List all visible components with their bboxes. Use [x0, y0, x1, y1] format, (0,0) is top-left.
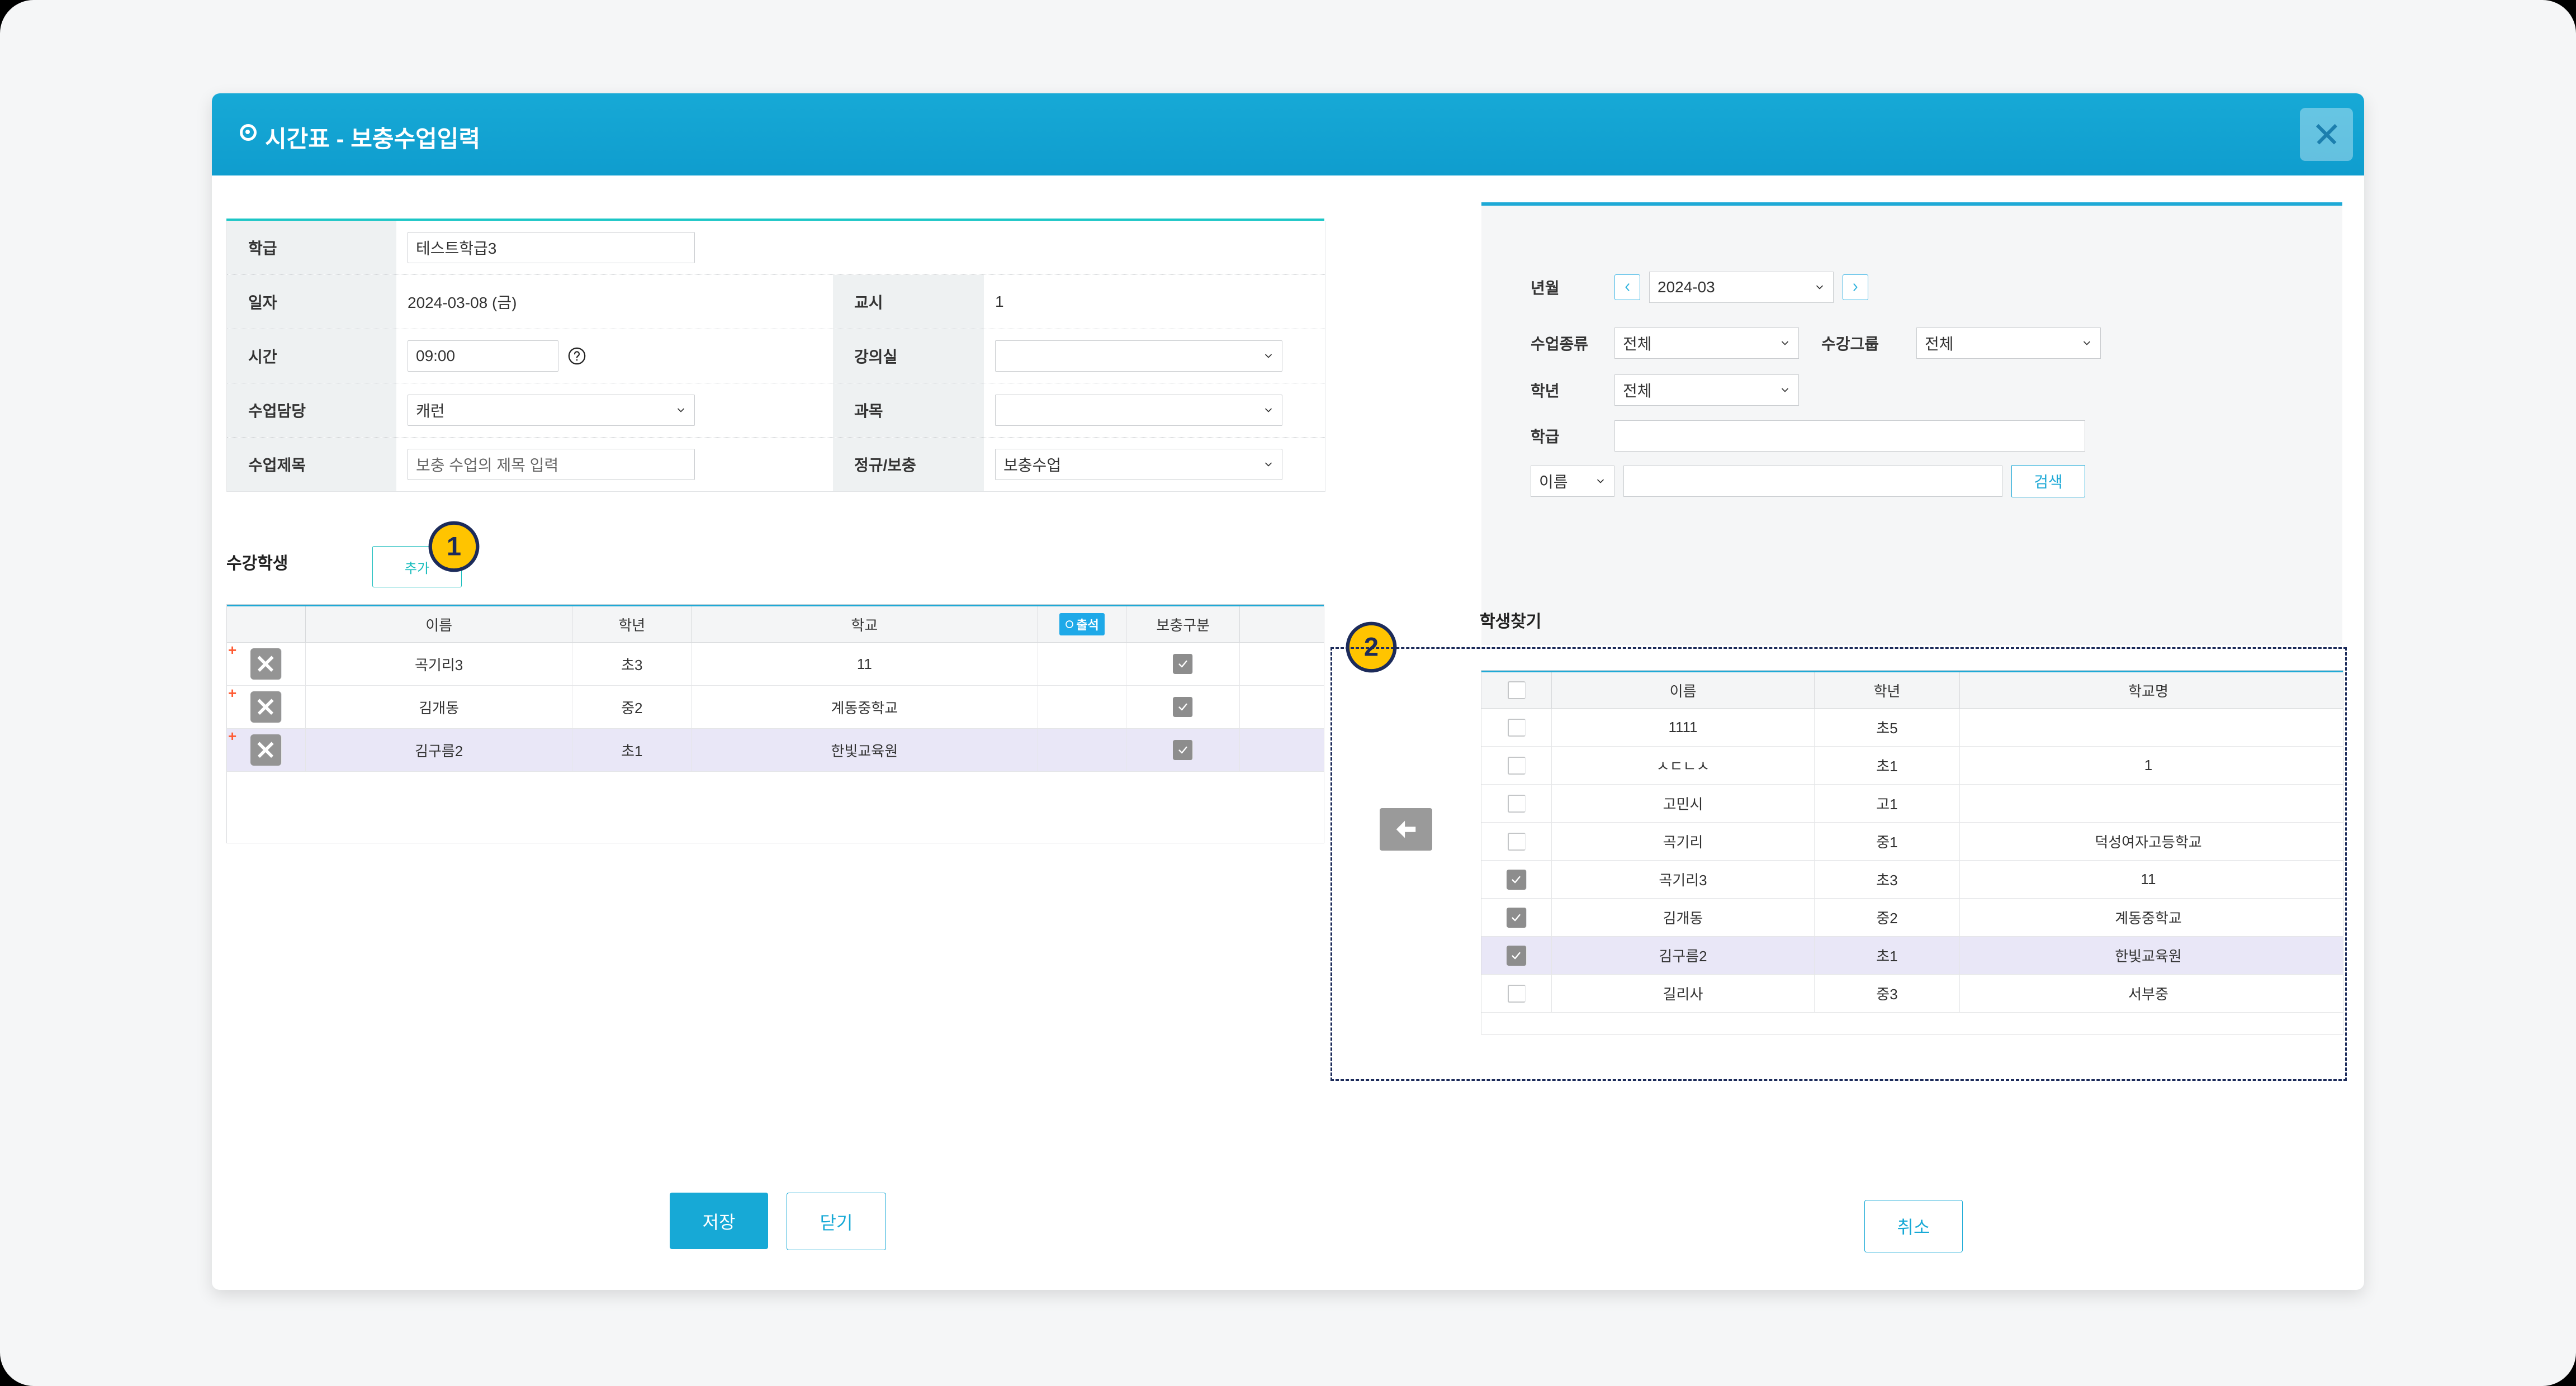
svg-text:1: 1: [447, 531, 461, 561]
